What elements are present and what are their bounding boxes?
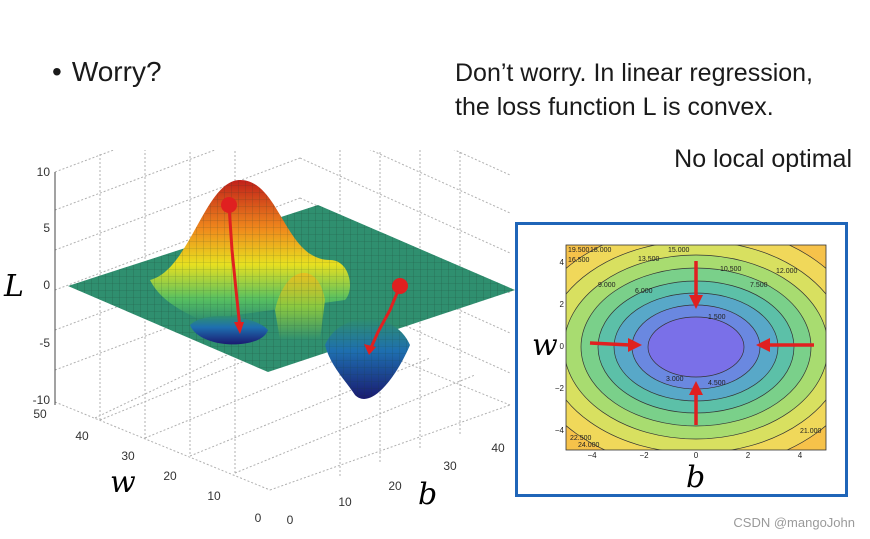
contour-label: 24.000 (578, 442, 600, 449)
contour-label: 12.000 (776, 268, 798, 275)
z-tick: 5 (43, 221, 50, 235)
w-axis-label: w (110, 465, 136, 500)
explanation-line-2: the loss function L is convex. (455, 93, 774, 121)
contour-label: 19.500 (568, 247, 590, 254)
z-tick: 10 (37, 165, 51, 179)
b-tick: 30 (443, 459, 457, 473)
contour-label: 22.500 (570, 435, 592, 442)
contour-label: 18.000 (590, 247, 612, 254)
contour-label: 13.500 (638, 256, 660, 263)
w-tick: 20 (163, 469, 177, 483)
contour-label: 21.000 (800, 428, 822, 435)
explanation-line-1: Don’t worry. In linear regression, (455, 59, 814, 87)
explanation-text: Don’t worry. In linear regression, the l… (455, 56, 860, 124)
contour-label: 9.000 (598, 282, 616, 289)
w-tick: 0 (255, 511, 262, 525)
x-tick: −4 (587, 451, 597, 460)
contour-label: 15.000 (668, 247, 690, 254)
z-tick: 0 (43, 278, 50, 292)
heading-text: Worry? (71, 56, 162, 87)
w-tick: 50 (33, 407, 47, 421)
y-tick: 2 (560, 300, 565, 309)
y-tick: −4 (555, 426, 565, 435)
contour-label: 10.500 (720, 266, 742, 273)
descent-path-right (364, 278, 408, 355)
gradient-arrows (589, 261, 814, 425)
loss-surface-plot: 10 5 0 -5 -10 L 50 40 30 20 10 0 w 0 10 … (3, 150, 515, 527)
contour-label: 7.500 (750, 282, 768, 289)
z-tick: -10 (33, 393, 51, 407)
left-pit (190, 315, 268, 345)
contour-plot: 19.500 18.000 16.500 15.000 13.500 12.00… (532, 244, 827, 494)
b-tick: 40 (491, 441, 505, 455)
contour-label: 1.500 (708, 314, 726, 321)
explanation-line-3: No local optimal (674, 145, 852, 173)
b-tick: 20 (388, 479, 402, 493)
bullet-dot: • (52, 56, 62, 87)
contour-plot-frame: 19.500 18.000 16.500 15.000 13.500 12.00… (515, 222, 848, 497)
contour-label: 3.000 (666, 376, 684, 383)
y-tick: −2 (555, 384, 565, 393)
x-tick: 4 (798, 451, 803, 460)
x-tick: 0 (694, 451, 699, 460)
z-tick: -5 (39, 336, 50, 350)
contour-label: 6.000 (635, 288, 653, 295)
watermark: CSDN @mangoJohn (733, 515, 855, 530)
contour-label: 4.500 (708, 380, 726, 387)
y-tick: 0 (560, 342, 565, 351)
x-tick: 2 (746, 451, 751, 460)
contour-y-label: w (532, 328, 558, 363)
w-tick: 10 (207, 489, 221, 503)
b-tick: 10 (338, 495, 352, 509)
b-tick: 0 (287, 513, 294, 527)
descent-path-left (221, 197, 244, 334)
bullet-heading: • Worry? (52, 52, 162, 92)
w-tick: 30 (121, 449, 135, 463)
b-axis-label: b (418, 477, 437, 512)
x-tick: −2 (639, 451, 649, 460)
y-tick: 4 (560, 258, 565, 267)
z-axis-label: L (3, 269, 24, 304)
contour-label: 16.500 (568, 257, 590, 264)
contour-x-label: b (686, 460, 705, 494)
w-tick: 40 (75, 429, 89, 443)
